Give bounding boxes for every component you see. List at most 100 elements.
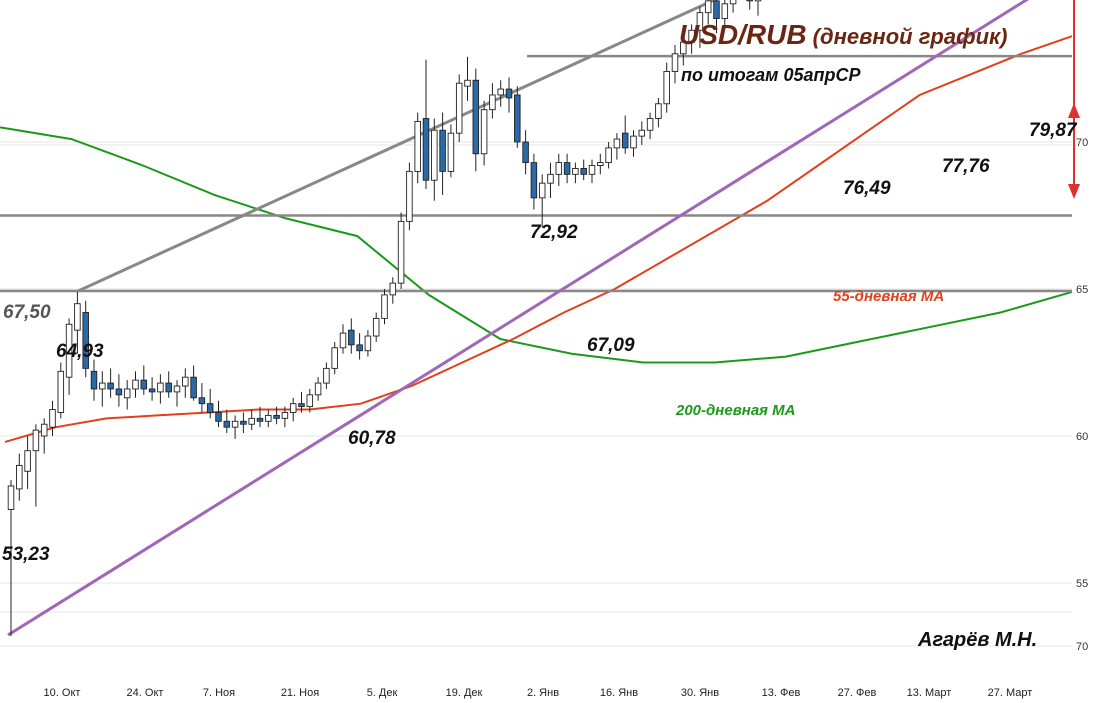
annot-high-dec: 72,92 <box>530 222 578 243</box>
y-tick-label: 65 <box>1076 284 1088 296</box>
range-arrows <box>1068 0 1080 199</box>
candle-body <box>597 162 604 166</box>
y-axis-ticks: 50556065707570 <box>1076 0 1088 653</box>
horizontal-levels <box>0 54 1072 293</box>
candle-body <box>107 382 114 390</box>
candle-body <box>364 335 372 352</box>
candle-body <box>455 82 463 134</box>
candle-body <box>198 397 206 405</box>
x-axis-ticks: 10. Окт 24. Окт 7. Ноя 21. Ноя 5. Дек 19. Дек… <box>44 687 1033 699</box>
candle-body <box>688 29 695 43</box>
candle-body <box>157 382 164 393</box>
x-tick-label: 27. Фев <box>838 687 877 699</box>
candle-body <box>572 168 579 175</box>
candle-body <box>90 370 98 390</box>
x-tick-label: 21. Ноя <box>281 687 319 699</box>
candle-body <box>713 0 720 19</box>
support-trend-line <box>7 0 1030 637</box>
candle-body <box>588 165 596 175</box>
candle-body <box>555 162 563 175</box>
ma55-label: 55-дневная МА <box>833 288 944 305</box>
candle-body <box>240 420 247 425</box>
x-tick-label: 30. Янв <box>681 687 719 699</box>
annot-high-oct: 64,93 <box>56 341 104 362</box>
arrow-down-head <box>1068 184 1080 199</box>
candle-body <box>298 403 305 408</box>
candle-body <box>646 118 654 131</box>
candle-body <box>530 162 538 199</box>
candle-body <box>439 129 446 172</box>
y-tick-label-lower: 70 <box>1076 641 1088 653</box>
candle-body <box>372 317 380 337</box>
candle-body <box>489 94 496 111</box>
candle-body <box>57 370 65 413</box>
annot-high-feb: 76,49 <box>843 178 891 199</box>
candle-body <box>356 344 363 352</box>
candle-body <box>447 132 455 172</box>
candle-body <box>680 41 687 55</box>
ma55-line <box>4 35 1073 443</box>
annot-high-mar: 77,76 <box>942 156 990 177</box>
candle-body <box>696 12 704 31</box>
trend-lines <box>7 0 1030 637</box>
y-tick-label: 70 <box>1076 137 1088 149</box>
candle-body <box>82 312 89 369</box>
x-tick-label: 2. Янв <box>527 687 559 699</box>
candle-body <box>7 485 15 510</box>
candle-body <box>704 0 712 14</box>
candle-body <box>514 94 521 143</box>
candle-body <box>422 118 430 181</box>
candle-body <box>24 450 31 472</box>
candle-body <box>505 88 513 99</box>
annot-low-dec: 60,78 <box>348 428 396 449</box>
x-tick-label: 10. Окт <box>44 687 81 699</box>
x-tick-label: 13. Фев <box>762 687 801 699</box>
candle-body <box>522 141 529 164</box>
candle-body <box>331 347 338 369</box>
chart-subtitle: по итогам 05апрСР <box>681 65 861 85</box>
x-tick-label: 27. Март <box>988 687 1033 699</box>
y-tick-label: 60 <box>1076 431 1088 443</box>
y-tick-label: 55 <box>1076 578 1088 590</box>
candle-body <box>538 182 546 199</box>
annot-last: 79,87 <box>1029 120 1078 141</box>
candle-body <box>215 412 222 422</box>
candle-body <box>32 429 40 452</box>
candle-body <box>65 323 73 378</box>
candle-body <box>314 382 322 396</box>
candle-body <box>613 138 621 149</box>
grid-lines <box>0 141 1072 647</box>
candle-body <box>655 103 662 119</box>
candle-body <box>306 394 314 408</box>
candle-body <box>223 420 231 428</box>
annot-level: 67,50 <box>3 302 51 323</box>
candle-body <box>605 147 612 164</box>
candle-body <box>115 388 123 396</box>
x-tick-label: 24. Окт <box>127 687 164 699</box>
candle-body <box>40 423 48 437</box>
candle-body <box>148 388 156 393</box>
candle-body <box>49 409 56 428</box>
x-tick-label: 16. Янв <box>600 687 638 699</box>
candle-body <box>497 88 504 96</box>
candle-body <box>248 417 255 425</box>
candle-body <box>480 109 488 155</box>
x-tick-label: 7. Ноя <box>203 687 235 699</box>
candle-body <box>182 376 189 387</box>
author-signature: Агарёв М.Н. <box>917 629 1037 651</box>
candle-body <box>123 388 131 399</box>
annot-low-jan: 67,09 <box>587 335 635 356</box>
x-tick-label: 13. Март <box>907 687 952 699</box>
candle-body <box>472 79 480 155</box>
ma55-path <box>4 35 1073 443</box>
candle-body <box>265 414 272 422</box>
ma200-line <box>0 126 1073 364</box>
candle-body <box>165 382 172 393</box>
x-tick-label: 5. Дек <box>367 687 398 699</box>
candle-body <box>273 414 280 419</box>
candle-body <box>663 70 670 105</box>
candle-body <box>754 0 762 2</box>
candle-body <box>16 464 23 490</box>
candle-body <box>289 403 297 413</box>
